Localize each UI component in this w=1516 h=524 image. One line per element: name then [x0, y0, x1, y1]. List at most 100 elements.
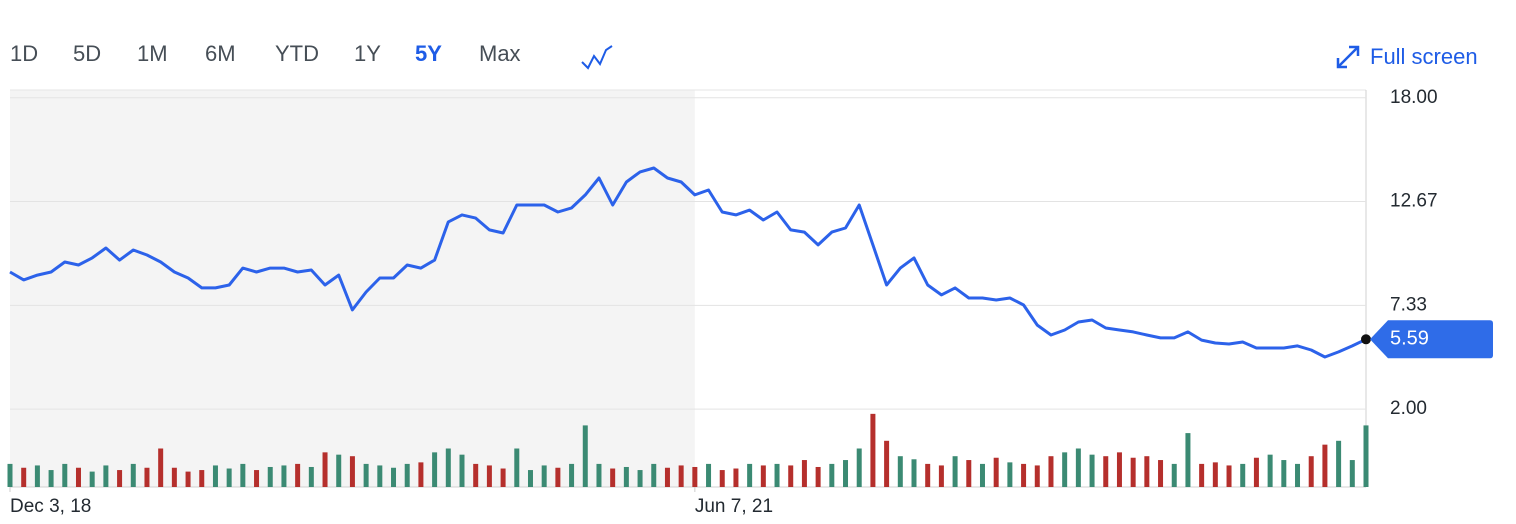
- volume-bar: [651, 463, 657, 487]
- volume-bar: [706, 463, 712, 487]
- volume-bar: [856, 448, 862, 487]
- volume-bar: [21, 467, 27, 487]
- volume-bar: [596, 463, 602, 487]
- volume-bar: [377, 465, 383, 487]
- volume-bar: [199, 470, 205, 487]
- x-tick-label: Dec 3, 18: [10, 496, 91, 517]
- volume-bar: [1103, 456, 1109, 487]
- volume-bar: [514, 448, 520, 487]
- range-button[interactable]: 1D: [10, 41, 38, 66]
- volume-bar: [664, 467, 670, 487]
- volume-bar: [1281, 460, 1287, 487]
- volume-bar: [254, 470, 260, 487]
- volume-bar: [117, 470, 123, 487]
- volume-bar: [89, 471, 95, 487]
- volume-bar: [1062, 452, 1068, 487]
- volume-bar: [527, 470, 533, 487]
- volume-bar: [432, 452, 438, 487]
- range-button[interactable]: 1M: [137, 41, 168, 66]
- volume-bar: [1144, 456, 1150, 487]
- volume-bar: [1007, 462, 1013, 487]
- volume-bar: [459, 454, 465, 487]
- volume-bar: [1089, 454, 1095, 487]
- range-toolbar: 1D 5D 1M 6M YTD 1Y 5Y Max: [10, 41, 521, 66]
- volume-bar: [719, 470, 725, 487]
- range-button[interactable]: 6M: [205, 41, 236, 66]
- volume-bar: [1336, 440, 1342, 487]
- volume-bar: [760, 465, 766, 487]
- volume-bar: [34, 465, 40, 487]
- volume-bar: [911, 459, 917, 487]
- plot: 18.00 12.67 7.33 2.00 Dec 3, 18 Jun 7, 21 5.59: [7, 87, 1493, 517]
- volume-bar: [1158, 460, 1164, 487]
- volume-bar: [500, 468, 506, 487]
- x-tick-label: Jun 7, 21: [695, 496, 773, 517]
- current-point: [1361, 334, 1371, 345]
- volume-bar: [158, 448, 164, 487]
- volume-bar: [870, 413, 876, 487]
- volume-bar: [1171, 463, 1177, 487]
- volume-bar: [7, 463, 13, 487]
- volume-bar: [48, 470, 54, 487]
- volume-bar: [966, 460, 972, 487]
- volume-bar: [336, 454, 342, 487]
- volume-bar: [363, 463, 369, 487]
- volume-bar: [774, 463, 780, 487]
- y-tick-label: 2.00: [1390, 398, 1427, 419]
- volume-bar: [1253, 457, 1259, 487]
- volume-bar: [829, 463, 835, 487]
- volume-bar: [843, 460, 849, 487]
- y-tick-label: 18.00: [1390, 87, 1438, 108]
- volume-bar: [788, 465, 794, 487]
- volume-bar: [897, 456, 903, 487]
- range-button[interactable]: YTD: [275, 41, 319, 66]
- volume-bar: [692, 466, 698, 487]
- volume-bar: [349, 456, 355, 487]
- chart-type-icon[interactable]: [581, 45, 613, 70]
- volume-bar: [610, 468, 616, 487]
- volume-bar: [322, 452, 328, 487]
- range-button[interactable]: 1Y: [354, 41, 381, 66]
- price-badge-label: 5.59: [1390, 328, 1429, 350]
- volume-bar: [569, 463, 575, 487]
- volume-bar: [801, 460, 807, 487]
- volume-bar: [308, 466, 314, 487]
- y-tick-label: 7.33: [1390, 294, 1427, 315]
- volume-bar: [952, 456, 958, 487]
- volume-bar: [281, 465, 287, 487]
- volume-bar: [979, 463, 985, 487]
- y-tick-label: 12.67: [1390, 191, 1438, 212]
- volume-bar: [1048, 456, 1054, 487]
- volume-bar: [404, 463, 410, 487]
- volume-bar: [1240, 463, 1246, 487]
- volume-bar: [1267, 454, 1273, 487]
- range-button[interactable]: 5D: [73, 41, 101, 66]
- volume-bar: [185, 471, 191, 487]
- volume-bar: [678, 465, 684, 487]
- volume-bar: [993, 457, 999, 487]
- volume-bar: [1021, 463, 1027, 487]
- price-badge: [1370, 320, 1493, 359]
- volume-bar: [391, 467, 397, 487]
- fullscreen-label[interactable]: Full screen: [1370, 44, 1478, 69]
- volume-bar: [1130, 457, 1136, 487]
- volume-bar: [75, 467, 81, 487]
- volume-bar: [130, 463, 136, 487]
- volume-bar: [418, 462, 424, 487]
- range-button[interactable]: 5Y: [415, 41, 442, 66]
- volume-bar: [1199, 463, 1205, 487]
- shaded-region: [10, 90, 695, 487]
- volume-bar: [1075, 448, 1081, 487]
- volume-bar: [473, 463, 479, 487]
- volume-bar: [884, 440, 890, 487]
- price-line: [9, 166, 1367, 359]
- fullscreen-icon[interactable]: [1336, 45, 1360, 69]
- volume-bar: [267, 466, 273, 487]
- range-button[interactable]: Max: [479, 41, 521, 66]
- volume-bar: [62, 463, 68, 487]
- volume-bar: [171, 467, 177, 487]
- volume-bar: [1349, 460, 1355, 487]
- volume-bar: [240, 463, 246, 487]
- volume-bar: [103, 465, 109, 487]
